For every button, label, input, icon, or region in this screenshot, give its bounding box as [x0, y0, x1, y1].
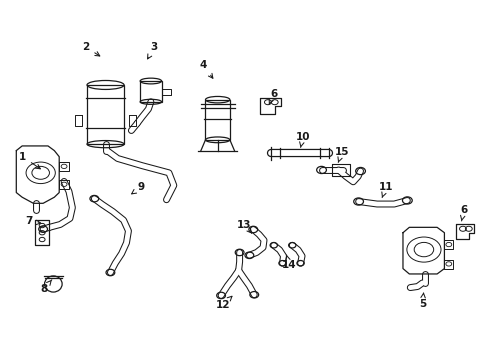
Text: 4: 4: [199, 60, 212, 78]
Text: 6: 6: [268, 89, 277, 104]
Text: 14: 14: [282, 255, 296, 270]
Text: 2: 2: [82, 42, 100, 56]
Bar: [87, 85, 124, 144]
Text: 7: 7: [25, 216, 41, 226]
Text: 15: 15: [334, 147, 348, 162]
Text: 10: 10: [295, 132, 309, 148]
Text: 5: 5: [418, 293, 425, 309]
Text: 11: 11: [378, 182, 392, 198]
Bar: [140, 81, 161, 102]
Text: 6: 6: [459, 206, 467, 221]
Text: 12: 12: [215, 296, 231, 310]
Text: 1: 1: [19, 152, 41, 169]
Bar: [205, 100, 229, 140]
Text: 9: 9: [131, 182, 144, 194]
Text: 3: 3: [147, 42, 158, 59]
Text: 8: 8: [40, 280, 52, 294]
Text: 13: 13: [237, 220, 251, 233]
